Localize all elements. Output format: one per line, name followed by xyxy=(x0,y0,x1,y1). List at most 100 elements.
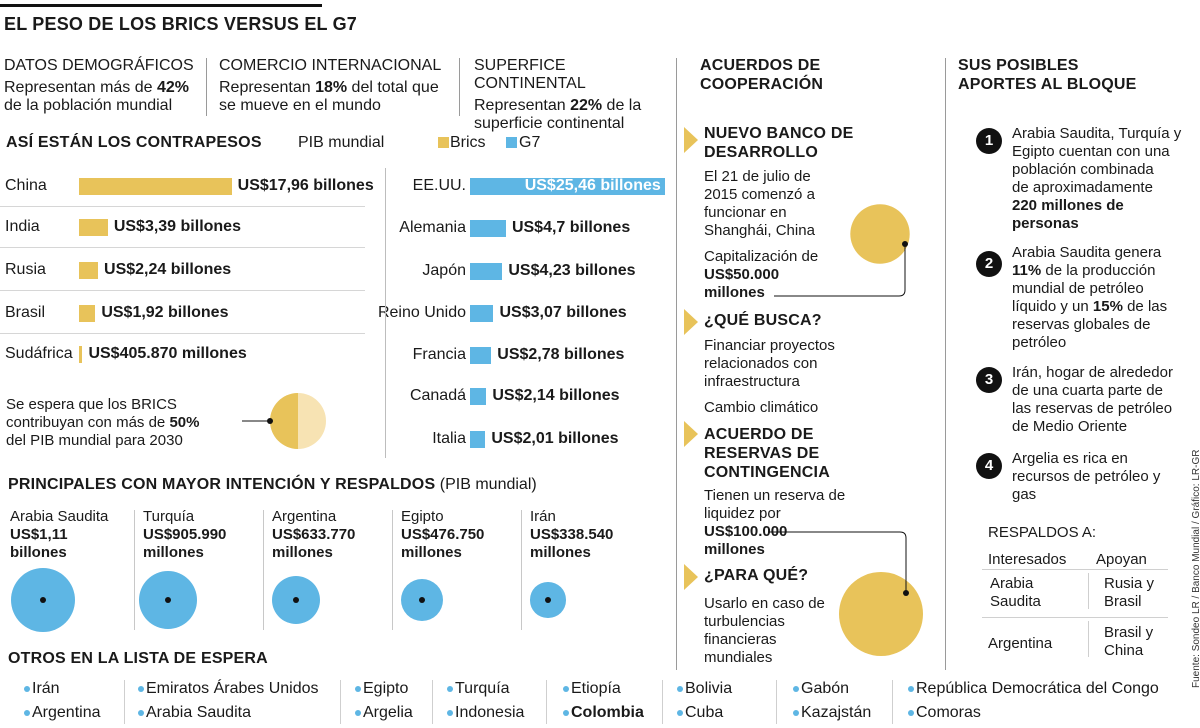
candidate-label: Egipto US$476.750 millones xyxy=(401,508,484,562)
respaldos-cell: Brasil xyxy=(1104,593,1142,610)
projection-line2: contribuyan con más de xyxy=(6,414,170,431)
waitlist-divider xyxy=(662,680,663,724)
bar-brics xyxy=(79,346,83,363)
stat-surface-heading: SUPERFICE CONTINENTAL xyxy=(474,57,586,92)
waitlist-country: Cuba xyxy=(685,704,724,721)
stat-surface-pre: Representan xyxy=(474,97,571,114)
waitlist-bullet xyxy=(908,686,914,692)
nbd-line: funcionar en xyxy=(704,204,787,221)
nbd-line: El 21 de julio de xyxy=(704,168,811,185)
arc-line: Tienen un reserva de xyxy=(704,487,846,504)
row-rule xyxy=(0,290,365,291)
bar-g7 xyxy=(470,263,503,280)
arrow-icon xyxy=(684,421,698,447)
legend-brics-swatch xyxy=(438,137,449,148)
waitlist-bullet xyxy=(793,710,799,716)
aporte-4: Argelia es rica en recursos de petróleo … xyxy=(1012,450,1160,504)
candidates-heading-wrap: PRINCIPALES CON MAYOR INTENCIÓN Y RESPAL… xyxy=(8,476,537,494)
waitlist-bullet xyxy=(138,686,144,692)
waitlist-divider xyxy=(892,680,893,724)
projection-value: 50% xyxy=(169,414,200,431)
aportes-heading-1: SUS POSIBLES xyxy=(958,57,1079,74)
candidate-label: Arabia Saudita US$1,11 billones xyxy=(10,508,108,562)
waitlist-country: Emiratos Árabes Unidos xyxy=(146,680,319,697)
contrapesos-heading: ASÍ ESTÁN LOS CONTRAPESOS xyxy=(6,134,262,151)
waitlist-bullet xyxy=(447,686,453,692)
candidate-divider xyxy=(392,510,393,630)
stat-trade-value: 18% xyxy=(315,79,348,96)
candidate-country: Argentina xyxy=(272,508,337,525)
nbd-bubble-chart xyxy=(774,204,910,297)
candidate-dot xyxy=(545,597,551,603)
projection-pie-brics xyxy=(270,393,298,449)
aporte-line: Arabia Saudita genera xyxy=(1012,244,1162,261)
respaldos-col-interesados: Interesados xyxy=(988,551,1067,568)
bar-value-label: US$2,14 billones xyxy=(492,387,620,404)
bar-brics xyxy=(79,262,99,279)
respaldos-col-apoyan: Apoyan xyxy=(1096,551,1147,568)
aporte-line: recursos de petróleo y xyxy=(1012,468,1161,485)
bar-value-label: US$405.870 millones xyxy=(88,345,247,362)
candidate-value: US$633.770 xyxy=(272,526,356,543)
waitlist-country: Colombia xyxy=(571,704,644,721)
stat-trade-heading: COMERCIO INTERNACIONAL xyxy=(219,57,442,74)
stat-demographics-pre: Representan más de xyxy=(4,79,157,96)
nbd-dot xyxy=(902,241,908,247)
bar-value-label: US$1,92 billones xyxy=(101,304,229,321)
stat-surface-post: superficie continental xyxy=(474,115,625,132)
aporte-line: de una cuarta parte de xyxy=(1012,382,1163,399)
bar-category-label: Rusia xyxy=(5,261,46,278)
stat-trade-post-a: del total que xyxy=(347,79,439,96)
aporte-line: de la producción xyxy=(1041,262,1156,279)
arc-bubble-chart xyxy=(768,531,923,656)
busca-line: infraestructura xyxy=(704,373,800,390)
candidate-divider xyxy=(521,510,522,630)
candidate-unit: millones xyxy=(530,544,591,561)
arc-dot xyxy=(903,590,909,596)
contrapesos-subtitle: PIB mundial xyxy=(298,134,385,151)
aporte-1: Arabia Saudita, Turquía y Egipto cuentan… xyxy=(1012,125,1181,233)
bar-g7 xyxy=(470,178,665,195)
nbd-heading-1: NUEVO BANCO DE xyxy=(704,125,854,142)
respaldos-cell: Rusia y xyxy=(1104,575,1155,592)
bar-brics xyxy=(79,219,108,236)
stat-trade: COMERCIO INTERNACIONAL Representan 18% d… xyxy=(219,57,459,115)
stat-demographics-post: de la población mundial xyxy=(4,97,173,114)
candidate-label: Irán US$338.540 millones xyxy=(530,508,613,562)
stat-demographics-heading: DATOS DEMOGRÁFICOS xyxy=(4,57,194,74)
waitlist-divider xyxy=(546,680,547,724)
chart-divider xyxy=(385,168,386,458)
respaldos-cell: Saudita xyxy=(990,593,1041,610)
candidate-unit: millones xyxy=(143,544,204,561)
bar-category-label: Canadá xyxy=(409,387,466,404)
respaldos-r1-apoyo: Rusia y Brasil xyxy=(1104,575,1154,611)
acuerdos-heading: ACUERDOS DE COOPERACIÓN xyxy=(700,56,823,94)
waitlist-bullet xyxy=(677,710,683,716)
aporte-line: de Medio Oriente xyxy=(1012,418,1128,435)
arrow-icon xyxy=(684,127,698,153)
candidate-dot xyxy=(40,597,46,603)
arc-leader xyxy=(768,531,907,593)
candidate-divider xyxy=(134,510,135,630)
candidate-value: US$476.750 xyxy=(401,526,485,543)
bar-category-label: EE.UU. xyxy=(412,177,466,194)
aporte-line: Argelia es rica en xyxy=(1012,450,1128,467)
para-line: financieras xyxy=(704,631,777,648)
arc-heading-2: RESERVAS DE xyxy=(704,445,820,462)
nbd-cap-value: US$50.000 xyxy=(704,266,780,283)
busca-line: relacionados con xyxy=(704,355,818,372)
aporte-highlight: 220 millones de xyxy=(1012,197,1124,214)
busca-line: Cambio climático xyxy=(704,399,819,416)
busca-line: Financiar proyectos xyxy=(704,337,835,354)
para-line: Usarlo en caso de xyxy=(704,595,825,612)
nbd-line: 2015 comenzó a xyxy=(704,186,815,203)
candidate-country: Egipto xyxy=(401,508,444,525)
bar-g7 xyxy=(470,220,506,237)
aporte-line: gas xyxy=(1012,486,1037,503)
waitlist-country: Bolivia xyxy=(685,680,733,697)
source-note: Fuente: Sondeo LR / Banco Mundial / Gráf… xyxy=(1191,449,1200,688)
divider xyxy=(459,58,460,116)
waitlist-country: Gabón xyxy=(801,680,850,697)
waitlist-divider xyxy=(432,680,433,724)
waitlist-bullet xyxy=(793,686,799,692)
